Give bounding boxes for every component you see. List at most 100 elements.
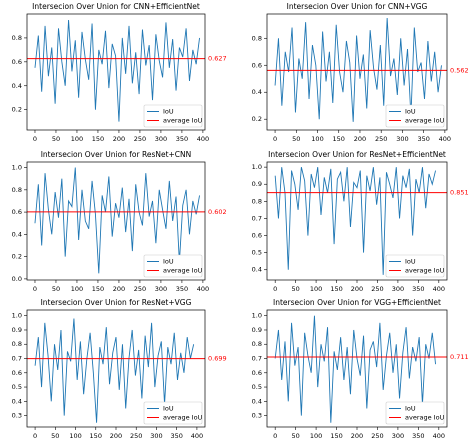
- x-tick-label: 300: [155, 285, 167, 293]
- x-tick-label: 300: [150, 432, 162, 440]
- subplot: Intersecion Over Union for ResNet+CNN 0.0…: [12, 150, 227, 293]
- y-tick-label: 0.5: [252, 249, 262, 257]
- iou-line: [34, 167, 200, 274]
- subplot: Intersecion Over Union for CNN+Efficient…: [12, 2, 227, 143]
- x-tick-label: 300: [155, 135, 167, 143]
- x-tick-label: 250: [134, 135, 146, 143]
- x-tick-label: 100: [311, 135, 323, 143]
- x-tick-label: 100: [310, 285, 322, 293]
- legend-label: IoU: [163, 108, 174, 116]
- axes-frame: [26, 309, 206, 428]
- y-tick-label: 0.5: [252, 383, 262, 391]
- y-tick-label: 0.7: [252, 355, 262, 363]
- x-tick-label: 150: [330, 285, 342, 293]
- subplot-title: Intersecion Over Union for ResNet+VGG: [41, 298, 192, 307]
- y-tick-label: 1.0: [252, 312, 262, 320]
- x-tick-label: 250: [371, 285, 383, 293]
- y-tick-label: 1.0: [12, 164, 22, 172]
- average-label: 0.699: [208, 355, 227, 363]
- y-tick-label: 0.7: [252, 214, 262, 222]
- y-tick-label: 0.9: [252, 180, 262, 188]
- x-tick-label: 400: [197, 285, 209, 293]
- x-tick-label: 50: [291, 432, 299, 440]
- x-tick-label: 350: [412, 285, 424, 293]
- x-tick-label: 0: [33, 285, 37, 293]
- x-tick-label: 50: [51, 432, 59, 440]
- y-tick-label: 0.8: [12, 186, 22, 194]
- y-tick-label: 0.7: [12, 355, 22, 363]
- axes-frame: [266, 13, 448, 131]
- x-tick-label: 100: [71, 285, 83, 293]
- iou-line: [34, 19, 200, 122]
- x-tick-label: 150: [92, 135, 104, 143]
- x-tick-label: 250: [375, 135, 387, 143]
- subplot-title: Intersecion Over Union for VGG+Efficient…: [273, 298, 441, 307]
- y-tick-label: 0.5: [12, 383, 22, 391]
- x-tick-label: 0: [273, 135, 277, 143]
- subplot: Intersecion Over Union for CNN+VGG 0.2 0.4…: [252, 2, 469, 143]
- legend-label: IoU: [405, 258, 416, 266]
- y-tick-label: 0.9: [252, 326, 262, 334]
- y-tick-label: 0.6: [12, 208, 22, 216]
- subplot: Intersecion Over Union for ResNet+Effici…: [252, 150, 469, 293]
- x-tick-label: 350: [170, 432, 182, 440]
- x-tick-label: 50: [52, 135, 60, 143]
- legend-box: [143, 254, 203, 278]
- subplot-title: Intersecion Over Union for CNN+Efficient…: [32, 2, 200, 11]
- x-tick-label: 0: [273, 432, 277, 440]
- y-tick-label: 0.2: [252, 115, 262, 123]
- average-label: 0.627: [208, 55, 227, 63]
- y-tick-label: 0.6: [12, 369, 22, 377]
- subplot: Intersecion Over Union for VGG+Efficient…: [252, 298, 469, 440]
- legend-box: [385, 401, 445, 425]
- iou-line: [274, 18, 442, 122]
- legend-label: average IoU: [405, 117, 445, 125]
- y-tick-label: 0.3: [252, 412, 262, 420]
- y-tick-label: 0.3: [12, 412, 22, 420]
- legend-label: average IoU: [405, 414, 445, 422]
- legend-label: average IoU: [163, 267, 203, 275]
- legend-label: IoU: [405, 405, 416, 413]
- y-tick-label: 1.0: [252, 163, 262, 171]
- legend-label: IoU: [405, 108, 416, 116]
- iou-line: [274, 315, 436, 423]
- x-tick-label: 250: [134, 285, 146, 293]
- x-tick-label: 400: [433, 285, 445, 293]
- legend-label: average IoU: [163, 414, 203, 422]
- x-tick-label: 150: [90, 432, 102, 440]
- x-tick-label: 400: [191, 432, 203, 440]
- subplot-title: Intersecion Over Union for CNN+VGG: [287, 2, 428, 11]
- y-tick-label: 0.9: [12, 326, 22, 334]
- x-tick-label: 100: [310, 432, 322, 440]
- x-tick-label: 250: [130, 432, 142, 440]
- x-tick-label: 0: [33, 432, 37, 440]
- average-label: 0.602: [208, 208, 227, 216]
- x-tick-label: 200: [351, 432, 363, 440]
- x-tick-label: 250: [371, 432, 383, 440]
- axes-frame: [26, 13, 206, 131]
- iou-line: [274, 167, 436, 275]
- average-label: 0.851: [450, 189, 469, 197]
- iou-line: [34, 318, 195, 423]
- legend-box: [143, 104, 203, 128]
- x-tick-label: 100: [69, 432, 81, 440]
- x-tick-label: 350: [176, 135, 188, 143]
- legend-box: [143, 401, 203, 425]
- x-tick-label: 100: [71, 135, 83, 143]
- legend-label: IoU: [163, 405, 174, 413]
- x-tick-label: 200: [351, 285, 363, 293]
- subplot-title: Intersecion Over Union for ResNet+CNN: [41, 150, 192, 159]
- x-tick-label: 50: [292, 135, 300, 143]
- x-tick-label: 300: [392, 432, 404, 440]
- y-tick-label: 0.4: [12, 397, 22, 405]
- legend-box: [385, 254, 445, 278]
- y-tick-label: 0.8: [252, 340, 262, 348]
- x-tick-label: 0: [33, 135, 37, 143]
- x-tick-label: 200: [354, 135, 366, 143]
- x-tick-label: 50: [291, 285, 299, 293]
